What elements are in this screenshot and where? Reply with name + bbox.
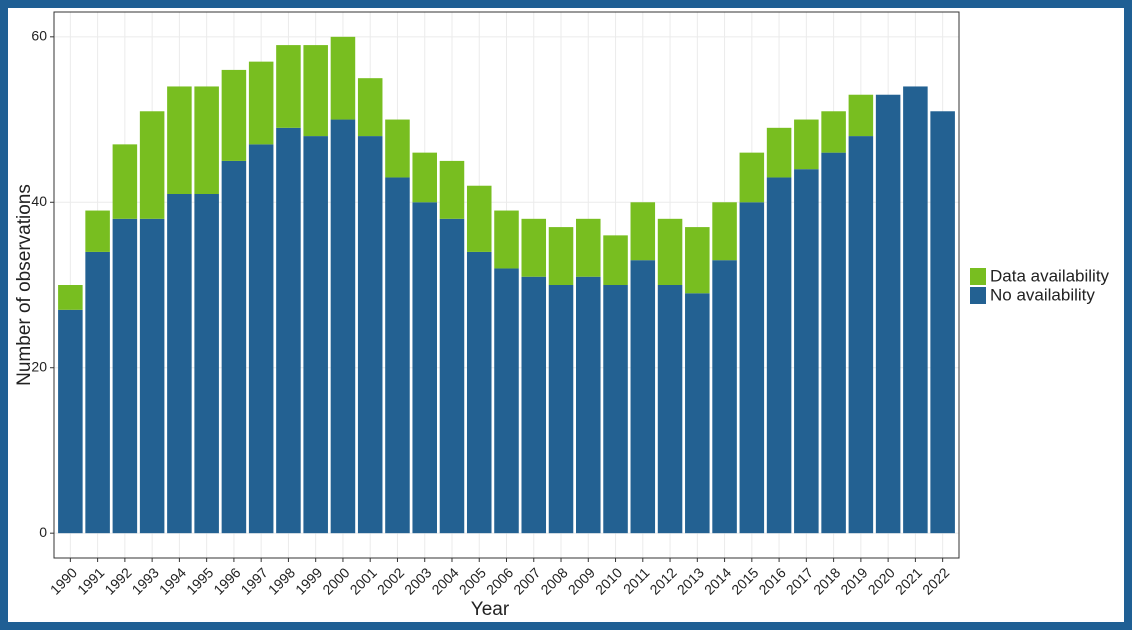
bar-segment	[603, 285, 628, 534]
bar-segment	[466, 251, 492, 534]
bar-segment	[576, 276, 601, 534]
bar-segment	[412, 152, 437, 203]
bar-segment	[357, 78, 383, 137]
bar-segment	[521, 218, 547, 277]
bar-segment	[494, 268, 519, 534]
bar-segment	[439, 218, 465, 534]
bar-segment	[466, 185, 492, 252]
bar-segment	[494, 210, 519, 269]
bar-segment	[276, 127, 301, 534]
y-tick-label: 20	[31, 358, 47, 374]
legend-swatch	[970, 287, 986, 304]
y-axis-title: Number of observations	[14, 184, 35, 386]
legend-label: Data availability	[990, 266, 1110, 285]
legend-swatch	[970, 268, 986, 285]
bar-segment	[712, 260, 737, 534]
bar-segment	[794, 119, 819, 170]
bar-segment	[357, 136, 383, 534]
legend-label: No availability	[990, 285, 1095, 304]
bar-segment	[930, 111, 955, 534]
bar-segment	[303, 45, 328, 137]
bar-segment	[848, 136, 874, 534]
bar-segment	[221, 160, 247, 534]
bar-segment	[439, 160, 465, 219]
bar-segment	[194, 86, 219, 194]
bar-segment	[248, 61, 274, 145]
bar-segment	[657, 285, 683, 534]
bar-segment	[903, 86, 928, 534]
bar-segment	[821, 111, 846, 153]
bar-segment	[712, 202, 737, 261]
y-tick-label: 40	[31, 193, 47, 209]
bar-segment	[603, 235, 628, 285]
bar-segment	[657, 218, 683, 285]
bar-segment	[167, 86, 192, 194]
bar-segment	[385, 177, 410, 534]
x-axis-title: Year	[471, 599, 510, 620]
bar-segment	[766, 177, 792, 534]
bar-segment	[548, 227, 574, 285]
bar-segment	[112, 144, 138, 219]
bar-segment	[139, 111, 165, 219]
bar-segment	[58, 285, 83, 310]
bar-segment	[794, 169, 819, 534]
bar-segment	[330, 36, 356, 120]
bar-segment	[167, 194, 192, 534]
bar-segment	[248, 144, 274, 534]
bar-segment	[576, 218, 601, 277]
bar-segment	[85, 210, 110, 252]
plot-border	[53, 11, 960, 559]
bar-segment	[821, 152, 846, 534]
bar-segment	[112, 218, 138, 534]
bar-segment	[848, 94, 874, 137]
bar-segment	[766, 127, 792, 178]
bar-segment	[685, 293, 710, 534]
bar-segment	[276, 45, 301, 128]
bar-segment	[85, 251, 110, 534]
bar-segment	[521, 276, 547, 534]
bar-segment	[303, 136, 328, 534]
bar-segment	[194, 194, 219, 534]
bar-segment	[139, 218, 165, 534]
bar-segment	[385, 119, 410, 178]
bar-segment	[875, 94, 901, 534]
bar-segment	[739, 202, 765, 534]
bar-segment	[685, 227, 710, 294]
y-tick-label: 0	[39, 524, 47, 540]
y-tick-label: 60	[31, 28, 47, 44]
bar-segment	[630, 260, 656, 534]
bar-segment	[58, 309, 83, 534]
bar-segment	[330, 119, 356, 534]
bar-segment	[412, 202, 437, 534]
bar-segment	[630, 202, 656, 261]
bar-segment	[548, 285, 574, 534]
bar-segment	[221, 69, 247, 161]
bar-segment	[739, 152, 765, 203]
